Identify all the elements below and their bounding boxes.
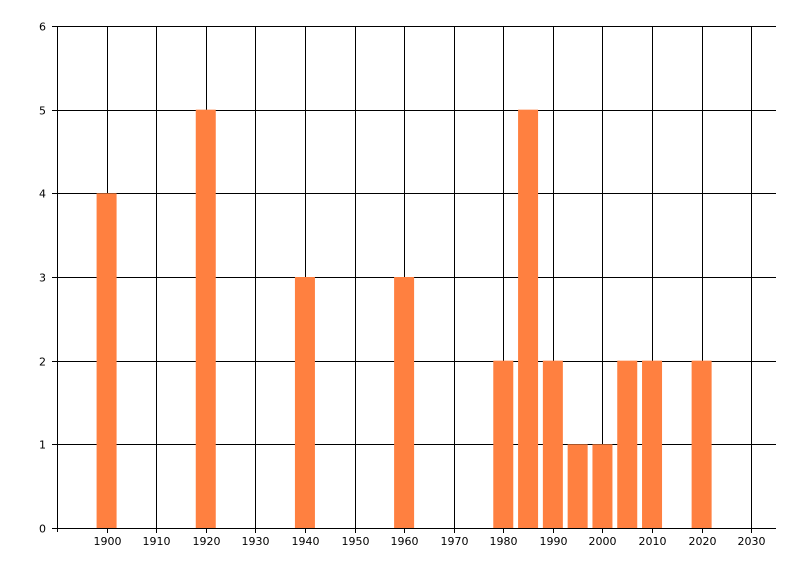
y-tick-label: 6	[39, 21, 46, 34]
y-tick-label: 3	[39, 272, 46, 285]
x-tick-label: 1990	[540, 535, 568, 548]
bar	[642, 360, 663, 528]
x-tick-label: 1950	[342, 535, 370, 548]
x-tick-label: 1900	[94, 535, 122, 548]
bars	[96, 109, 712, 529]
grid-lines	[57, 26, 776, 529]
bar	[617, 360, 638, 528]
y-axis-ticks: 0 1 2 3 4 5 6	[39, 21, 57, 536]
bar	[394, 277, 415, 528]
x-tick-label: 2020	[689, 535, 717, 548]
x-tick-label: 1930	[242, 535, 270, 548]
y-tick-label: 4	[39, 188, 46, 201]
y-tick-label: 2	[39, 356, 46, 369]
bar	[592, 444, 613, 528]
y-tick-label: 0	[39, 523, 46, 536]
x-axis-ticks: 1900 1910 1920 1930 1940 1950 1960 1970 1980 1990…	[94, 528, 766, 548]
bar	[518, 109, 539, 529]
bar	[567, 444, 588, 528]
x-tick-label: 1920	[193, 535, 221, 548]
x-tick-label: 2030	[738, 535, 766, 548]
bar	[542, 360, 563, 528]
bar	[195, 109, 216, 529]
y-tick-label: 1	[39, 439, 46, 452]
x-tick-label: 2000	[589, 535, 617, 548]
bar	[691, 360, 712, 528]
bar	[493, 360, 514, 528]
x-tick-label: 1960	[391, 535, 419, 548]
bar	[294, 277, 315, 528]
x-tick-label: 1970	[441, 535, 469, 548]
x-tick-label: 1940	[292, 535, 320, 548]
y-tick-label: 5	[39, 105, 46, 118]
x-tick-label: 2010	[639, 535, 667, 548]
bar	[96, 193, 117, 529]
x-tick-label: 1980	[490, 535, 518, 548]
x-tick-label: 1910	[143, 535, 171, 548]
axes	[57, 26, 776, 532]
